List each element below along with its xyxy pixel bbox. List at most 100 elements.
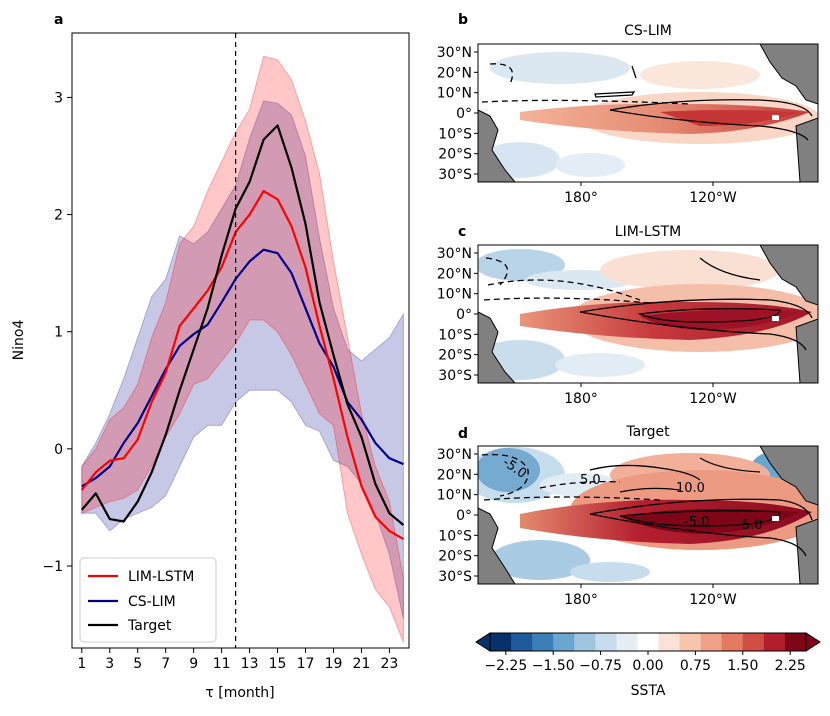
lat-tick-label: 30°N <box>437 246 472 262</box>
x-tick-label: 13 <box>241 656 259 672</box>
band-lim-lstm <box>81 55 404 643</box>
colorbar-label: SSTA <box>631 683 666 699</box>
y-tick-label: −1 <box>42 559 63 575</box>
lat-tick-label: 30°S <box>438 569 472 585</box>
lat-tick-label: 0° <box>456 307 472 323</box>
contour-label-4: -5.0 <box>684 515 709 530</box>
colorbar-extend-high <box>805 632 821 652</box>
lat-tick-label: 0° <box>456 106 472 122</box>
colorbar-tick-label: −0.75 <box>579 658 622 674</box>
lon-tick-label: 120°W <box>689 592 737 608</box>
colorbar-tick-label: 0.75 <box>680 658 711 674</box>
x-tick-label: 5 <box>133 656 142 672</box>
x-tick-label: 17 <box>297 656 315 672</box>
x-axis-ticks: 1 3 5 7 9 11 13 15 17 19 21 23 <box>77 648 398 672</box>
lat-tick-label: 10°S <box>438 126 472 142</box>
colorbar-cell <box>532 633 554 651</box>
map-field-lim-lstm <box>478 245 818 383</box>
map-axis-ticks: 30°N 20°N 10°N 0° 10°S 20°S 30°S 180° 120°W 30°N 2… <box>437 45 737 608</box>
x-tick-label: 1 <box>77 656 86 672</box>
legend-box <box>79 557 217 643</box>
lat-tick-label: 30°N <box>437 447 472 463</box>
colorbar-cell <box>700 633 723 651</box>
y-tick-label: 2 <box>54 208 63 224</box>
colorbar-tick-label: 0.00 <box>632 658 663 674</box>
lat-tick-label: 20°N <box>437 266 472 282</box>
colorbar-cell <box>616 633 638 651</box>
y-tick-label: 0 <box>54 442 63 458</box>
lat-tick-label: 10°S <box>438 327 472 343</box>
map-title-target: Target <box>625 424 670 440</box>
legend: LIM-LSTM CS-LIM Target <box>79 557 217 643</box>
lat-tick-label: 10°N <box>437 86 472 102</box>
colorbar-cell <box>763 633 786 651</box>
y-tick-label: 3 <box>54 90 63 106</box>
lat-tick-label: 20°S <box>438 147 472 163</box>
lat-tick-label: 20°S <box>438 549 472 565</box>
legend-label-target: Target <box>127 618 172 634</box>
x-tick-label: 9 <box>189 656 198 672</box>
x-tick-label: 11 <box>213 656 231 672</box>
colorbar-cells <box>475 632 821 652</box>
map-title-cs-lim: CS-LIM <box>624 23 672 39</box>
contour-label-5: 5.0 <box>742 518 763 533</box>
x-axis-label: τ [month] <box>205 685 274 701</box>
lon-tick-label: 120°W <box>689 391 737 407</box>
map-panel-cs-lim: CS-LIM <box>477 23 819 183</box>
colorbar-tick-label: 1.50 <box>727 658 758 674</box>
colorbar-tick-label: −2.25 <box>484 658 527 674</box>
lat-tick-label: 20°S <box>438 348 472 364</box>
lon-tick-label: 180° <box>564 592 598 608</box>
y-tick-label: 1 <box>54 325 63 341</box>
x-tick-label: 21 <box>353 656 371 672</box>
uncertainty-bands <box>81 55 404 643</box>
panel-a-frame <box>71 32 410 649</box>
colorbar-tick-label: 2.25 <box>775 658 806 674</box>
colorbar-cell <box>658 633 680 651</box>
map-title-lim-lstm: LIM-LSTM <box>615 224 681 240</box>
panel-letter-d: d <box>458 426 468 442</box>
colorbar: −2.25 −1.50 −0.75 0.00 0.75 1.50 2.25 SSTA <box>475 632 821 699</box>
lat-tick-label: 30°N <box>437 45 472 61</box>
x-tick-label: 3 <box>105 656 114 672</box>
series-line-target <box>80 124 405 526</box>
y-axis-ticks: −1 0 1 2 3 <box>42 90 72 575</box>
x-tick-label: 15 <box>269 656 287 672</box>
lon-tick-label: 180° <box>564 190 598 206</box>
panel-letter-b: b <box>458 12 468 28</box>
colorbar-cell <box>595 633 617 651</box>
band-cs-lim <box>81 100 404 619</box>
map-panel-target: Target - <box>477 424 819 585</box>
map-panel-lim-lstm: LIM-LSTM <box>477 224 819 384</box>
lat-tick-label: 0° <box>456 508 472 524</box>
colorbar-cell <box>637 633 659 651</box>
lat-tick-label: 10°N <box>437 287 472 303</box>
lat-tick-label: 10°N <box>437 488 472 504</box>
colorbar-extend-low <box>475 632 491 652</box>
colorbar-cell <box>679 633 702 651</box>
contour-label-3: 10.0 <box>676 481 705 496</box>
colorbar-cell <box>511 633 533 651</box>
series-line-cs-lim <box>81 248 404 488</box>
colorbar-cell <box>574 633 596 651</box>
colorbar-cell <box>490 633 512 651</box>
contour-label-2: 5.0 <box>580 473 601 488</box>
map-field-target <box>478 446 818 584</box>
colorbar-cell <box>721 633 744 651</box>
colorbar-tick-label: −1.50 <box>532 658 575 674</box>
series-line-lim-lstm <box>80 190 404 541</box>
legend-label-cs-lim: CS-LIM <box>128 594 176 610</box>
x-tick-label: 7 <box>161 656 170 672</box>
colorbar-cell <box>553 633 575 651</box>
lat-tick-label: 30°S <box>438 167 472 183</box>
lat-tick-label: 20°N <box>437 467 472 483</box>
colorbar-ticks: −2.25 −1.50 −0.75 0.00 0.75 1.50 2.25 <box>484 651 806 674</box>
lat-tick-label: 10°S <box>438 528 472 544</box>
lon-tick-label: 180° <box>564 391 598 407</box>
y-axis-label: Nino4 <box>11 320 27 361</box>
map-field-cs-lim <box>478 44 818 182</box>
x-tick-label: 23 <box>381 656 399 672</box>
lat-tick-label: 20°N <box>437 65 472 81</box>
colorbar-cell <box>742 633 765 651</box>
